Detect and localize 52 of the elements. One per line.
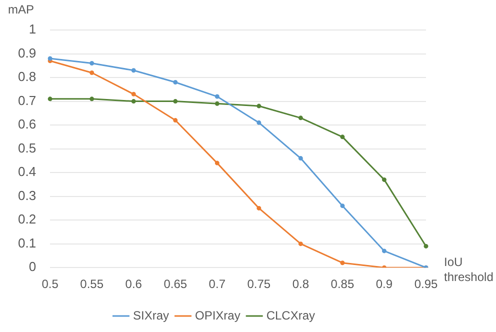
y-tick-label: 0.1 xyxy=(18,235,36,250)
point xyxy=(173,80,178,85)
point xyxy=(214,160,220,166)
x-tick-label: 0.75 xyxy=(247,277,271,292)
point xyxy=(256,120,262,125)
x-tick-label: 0.7 xyxy=(208,277,226,292)
point xyxy=(131,99,136,104)
x-tick-label: 0.95 xyxy=(414,277,438,292)
point xyxy=(340,204,345,208)
point xyxy=(90,61,94,66)
point xyxy=(298,116,303,120)
point xyxy=(131,92,136,96)
point xyxy=(214,94,220,99)
point xyxy=(256,104,262,108)
point xyxy=(173,99,178,104)
point xyxy=(48,96,52,102)
point xyxy=(340,260,345,266)
y-tick-label: 0.2 xyxy=(18,212,36,227)
point xyxy=(214,101,220,106)
point xyxy=(298,156,303,161)
y-tick-label: 0.7 xyxy=(18,92,36,108)
point xyxy=(90,70,94,76)
y-tick-label: 1 xyxy=(28,22,36,37)
x-tick-label: 0.65 xyxy=(164,277,188,292)
point xyxy=(48,56,52,61)
x-tick-label: 0.85 xyxy=(330,277,354,292)
y-tick-label: 0.8 xyxy=(18,69,36,84)
point xyxy=(90,96,94,102)
x-tick-label: 0.9 xyxy=(376,277,393,292)
point xyxy=(298,242,303,246)
point xyxy=(173,118,178,123)
y-tick-label: 0.9 xyxy=(18,45,36,60)
y-tick-label: 0.5 xyxy=(18,140,36,156)
legend-label: OPIXray xyxy=(194,308,240,322)
point xyxy=(340,134,345,140)
x-axis-title: IoU threshold xyxy=(444,254,494,284)
point xyxy=(382,177,386,182)
x-tick-label: 0.5 xyxy=(42,277,59,292)
x-tick-label: 0.55 xyxy=(80,277,104,292)
legend-label: CLCXray xyxy=(266,308,316,322)
y-tick-label: 0.4 xyxy=(18,164,36,180)
point xyxy=(424,244,428,248)
y-tick-label: 0.3 xyxy=(18,188,36,203)
point xyxy=(131,68,136,73)
legend-label: SIXray xyxy=(132,308,169,322)
y-axis-title: mAP xyxy=(8,2,34,16)
y-tick-label: 0.6 xyxy=(18,116,36,132)
x-tick-label: 0.6 xyxy=(125,277,142,292)
y-tick-label: 0 xyxy=(28,259,36,274)
point xyxy=(382,248,386,254)
x-tick-label: 0.8 xyxy=(292,277,310,292)
point xyxy=(256,206,262,210)
